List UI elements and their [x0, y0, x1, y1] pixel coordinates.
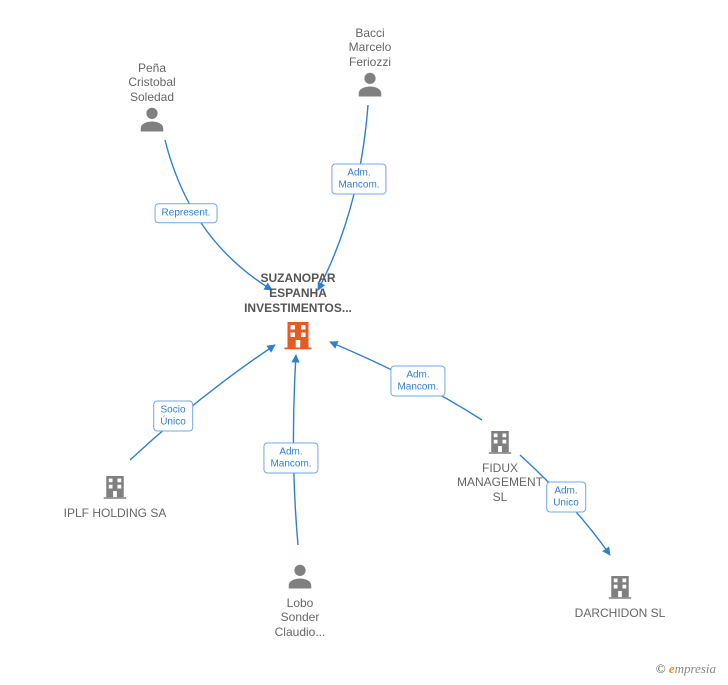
node-label[interactable]: Lobo Sonder Claudio... — [240, 596, 360, 639]
node-label[interactable]: DARCHIDON SL — [560, 606, 680, 620]
copyright-symbol: © — [656, 661, 666, 676]
edge-label[interactable]: Adm. Unico — [546, 482, 586, 513]
edge-label[interactable]: Adm. Mancom. — [263, 443, 318, 474]
edge-label[interactable]: Adm. Mancom. — [390, 366, 445, 397]
brand-rest: mpresia — [675, 661, 716, 676]
edge-iplf-center — [130, 345, 275, 460]
node-label[interactable]: Bacci Marcelo Feriozzi — [310, 26, 430, 69]
edge-bacci-center — [318, 105, 368, 290]
node-label[interactable]: Peña Cristobal Soledad — [92, 61, 212, 104]
node-label[interactable]: SUZANOPAR ESPANHA INVESTIMENTOS... — [238, 271, 358, 316]
node-label[interactable]: FIDUX MANAGEMENT SL — [440, 461, 560, 504]
copyright-footer: © empresia — [656, 661, 716, 677]
edge-label[interactable]: Represent. — [155, 203, 218, 223]
node-label[interactable]: IPLF HOLDING SA — [55, 506, 175, 520]
edge-label[interactable]: Adm. Mancom. — [331, 164, 386, 195]
edge-label[interactable]: Socio Único — [153, 401, 193, 432]
